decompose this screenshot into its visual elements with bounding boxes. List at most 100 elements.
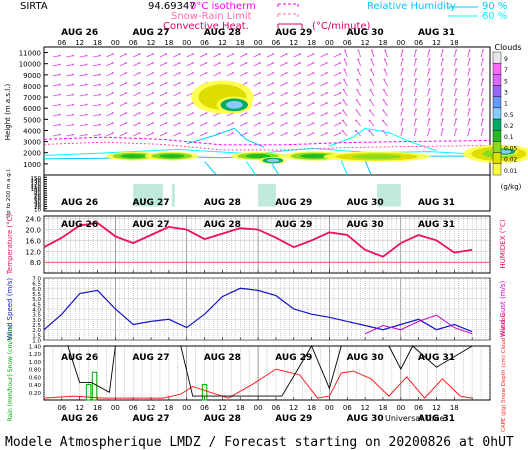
wind-arrow: [199, 72, 207, 77]
wind-arrow-head: [341, 129, 344, 132]
wind-arrow: [440, 59, 444, 67]
wind-arrow: [240, 122, 247, 127]
wind-arrow: [400, 129, 404, 137]
wind-arrow: [133, 92, 140, 97]
top-axis-hour-label: 18: [450, 39, 459, 47]
wind-arrow-head: [455, 49, 458, 52]
wind-arrow-head: [72, 54, 75, 57]
wind-arrow: [370, 89, 375, 97]
cloud-y-axis-title: Height (m a.s.l.): [4, 84, 12, 141]
rain-y-tick-label: 0.60: [29, 375, 42, 381]
wind-arrow-head: [232, 61, 235, 64]
wind-arrow-head: [125, 82, 128, 84]
wind-arrow-head: [125, 112, 128, 114]
low-y-tick-label: 80: [34, 192, 41, 198]
wind-arrow-head: [58, 73, 61, 76]
wind-arrow: [253, 72, 261, 77]
wind-arrow-head: [245, 82, 248, 84]
wind-arrow: [383, 79, 388, 87]
wind-arrow: [280, 132, 287, 137]
wind-arrow-head: [428, 49, 431, 52]
colorbar-level-label: 0.5: [504, 112, 514, 119]
humidity-contour: [186, 127, 265, 148]
wind-arrow: [280, 112, 287, 117]
rain-day-label: AUG 27: [133, 353, 170, 363]
wind-arrow: [159, 53, 167, 58]
wind-arrow: [280, 62, 287, 67]
colorbar-level-label: 0.05: [504, 145, 518, 152]
wind-arrow-head: [178, 82, 181, 84]
rain-day-label: AUG 30: [347, 353, 384, 363]
humidity-contour: [340, 160, 348, 176]
wind-arrow: [186, 72, 194, 77]
wind-arrow: [119, 92, 127, 97]
wind-arrow-head: [356, 89, 359, 91]
wind-arrow-head: [312, 61, 315, 64]
wind-arrow-head: [138, 132, 141, 134]
wind-arrow-head: [205, 112, 208, 114]
wind-arrow: [306, 92, 314, 97]
wind-arrow-head: [58, 113, 61, 116]
wind-arrow-head: [58, 93, 61, 96]
wind-arrow-head: [482, 78, 484, 81]
wind-arrow: [306, 72, 314, 77]
wind-arrow: [369, 99, 375, 107]
wind-arrow: [133, 82, 140, 87]
wind-arrow-head: [192, 61, 194, 64]
cloud-blob-core: [352, 154, 402, 159]
wind-arrow: [186, 62, 194, 67]
wind-arrow-head: [272, 82, 275, 84]
wind-arrow: [199, 53, 207, 58]
wind-arrow: [240, 132, 247, 137]
top-axis-hour-label: 06: [57, 39, 66, 47]
wind-arrow: [333, 92, 341, 97]
wind-arrow-head: [428, 58, 431, 61]
wind-arrow-head: [455, 58, 458, 61]
wind-arrow-head: [299, 82, 301, 84]
rain-day-label: AUG 28: [204, 353, 241, 363]
cloud-day-label: AUG 27: [133, 198, 170, 208]
humidex-axis-title: HUMIDEX (°C): [499, 219, 507, 268]
wind-arrow: [440, 79, 444, 87]
wind-arrow-head: [482, 88, 484, 91]
legend-rh-samples: [448, 6, 478, 17]
wind-arrow-head: [111, 53, 114, 55]
wind-y-tick-label: 1.5: [32, 333, 41, 339]
wind-y-tick-label: 5.5: [32, 292, 41, 298]
wind-arrow-head: [325, 102, 328, 104]
bottom-hour-label: 06: [271, 404, 280, 412]
wind-arrow: [306, 62, 314, 67]
wind-arrow-head: [72, 73, 75, 76]
bottom-hour-label: 12: [289, 404, 298, 412]
wind-arrow: [440, 99, 444, 107]
wind-arrow: [344, 69, 348, 77]
wind-arrow-head: [299, 132, 301, 134]
wind-arrow: [440, 69, 444, 77]
wind-arrow-head: [342, 109, 345, 112]
wind-arrow-head: [368, 129, 371, 132]
wind-arrow: [79, 104, 87, 107]
wind-arrow-head: [325, 61, 328, 64]
wind-arrow: [253, 82, 261, 87]
cape-line: [43, 368, 473, 399]
wind-arrow: [280, 72, 287, 77]
wind-arrow-head: [325, 71, 328, 74]
wind-arrow: [92, 104, 100, 107]
wind-arrow: [306, 82, 314, 87]
wind-arrow: [333, 102, 341, 107]
wind-arrow: [467, 89, 470, 97]
temp-day-label: AUG 27: [133, 220, 170, 230]
wind-arrow-head: [455, 88, 458, 91]
wind-arrow-head: [401, 58, 404, 61]
wind-arrow: [427, 119, 430, 127]
wind-arrow: [427, 129, 430, 137]
wind-arrow-head: [245, 132, 248, 134]
colorbar-level-label: 0.2: [504, 123, 514, 130]
wind-arrow-head: [192, 53, 194, 55]
wind-arrow-head: [165, 132, 168, 134]
rain-y-tick-label: 0.20: [29, 391, 42, 397]
wind-arrow-head: [299, 71, 301, 74]
wind-arrow: [480, 50, 484, 58]
temp-day-label: AUG 30: [347, 220, 384, 230]
wind-arrow-head: [192, 112, 194, 114]
